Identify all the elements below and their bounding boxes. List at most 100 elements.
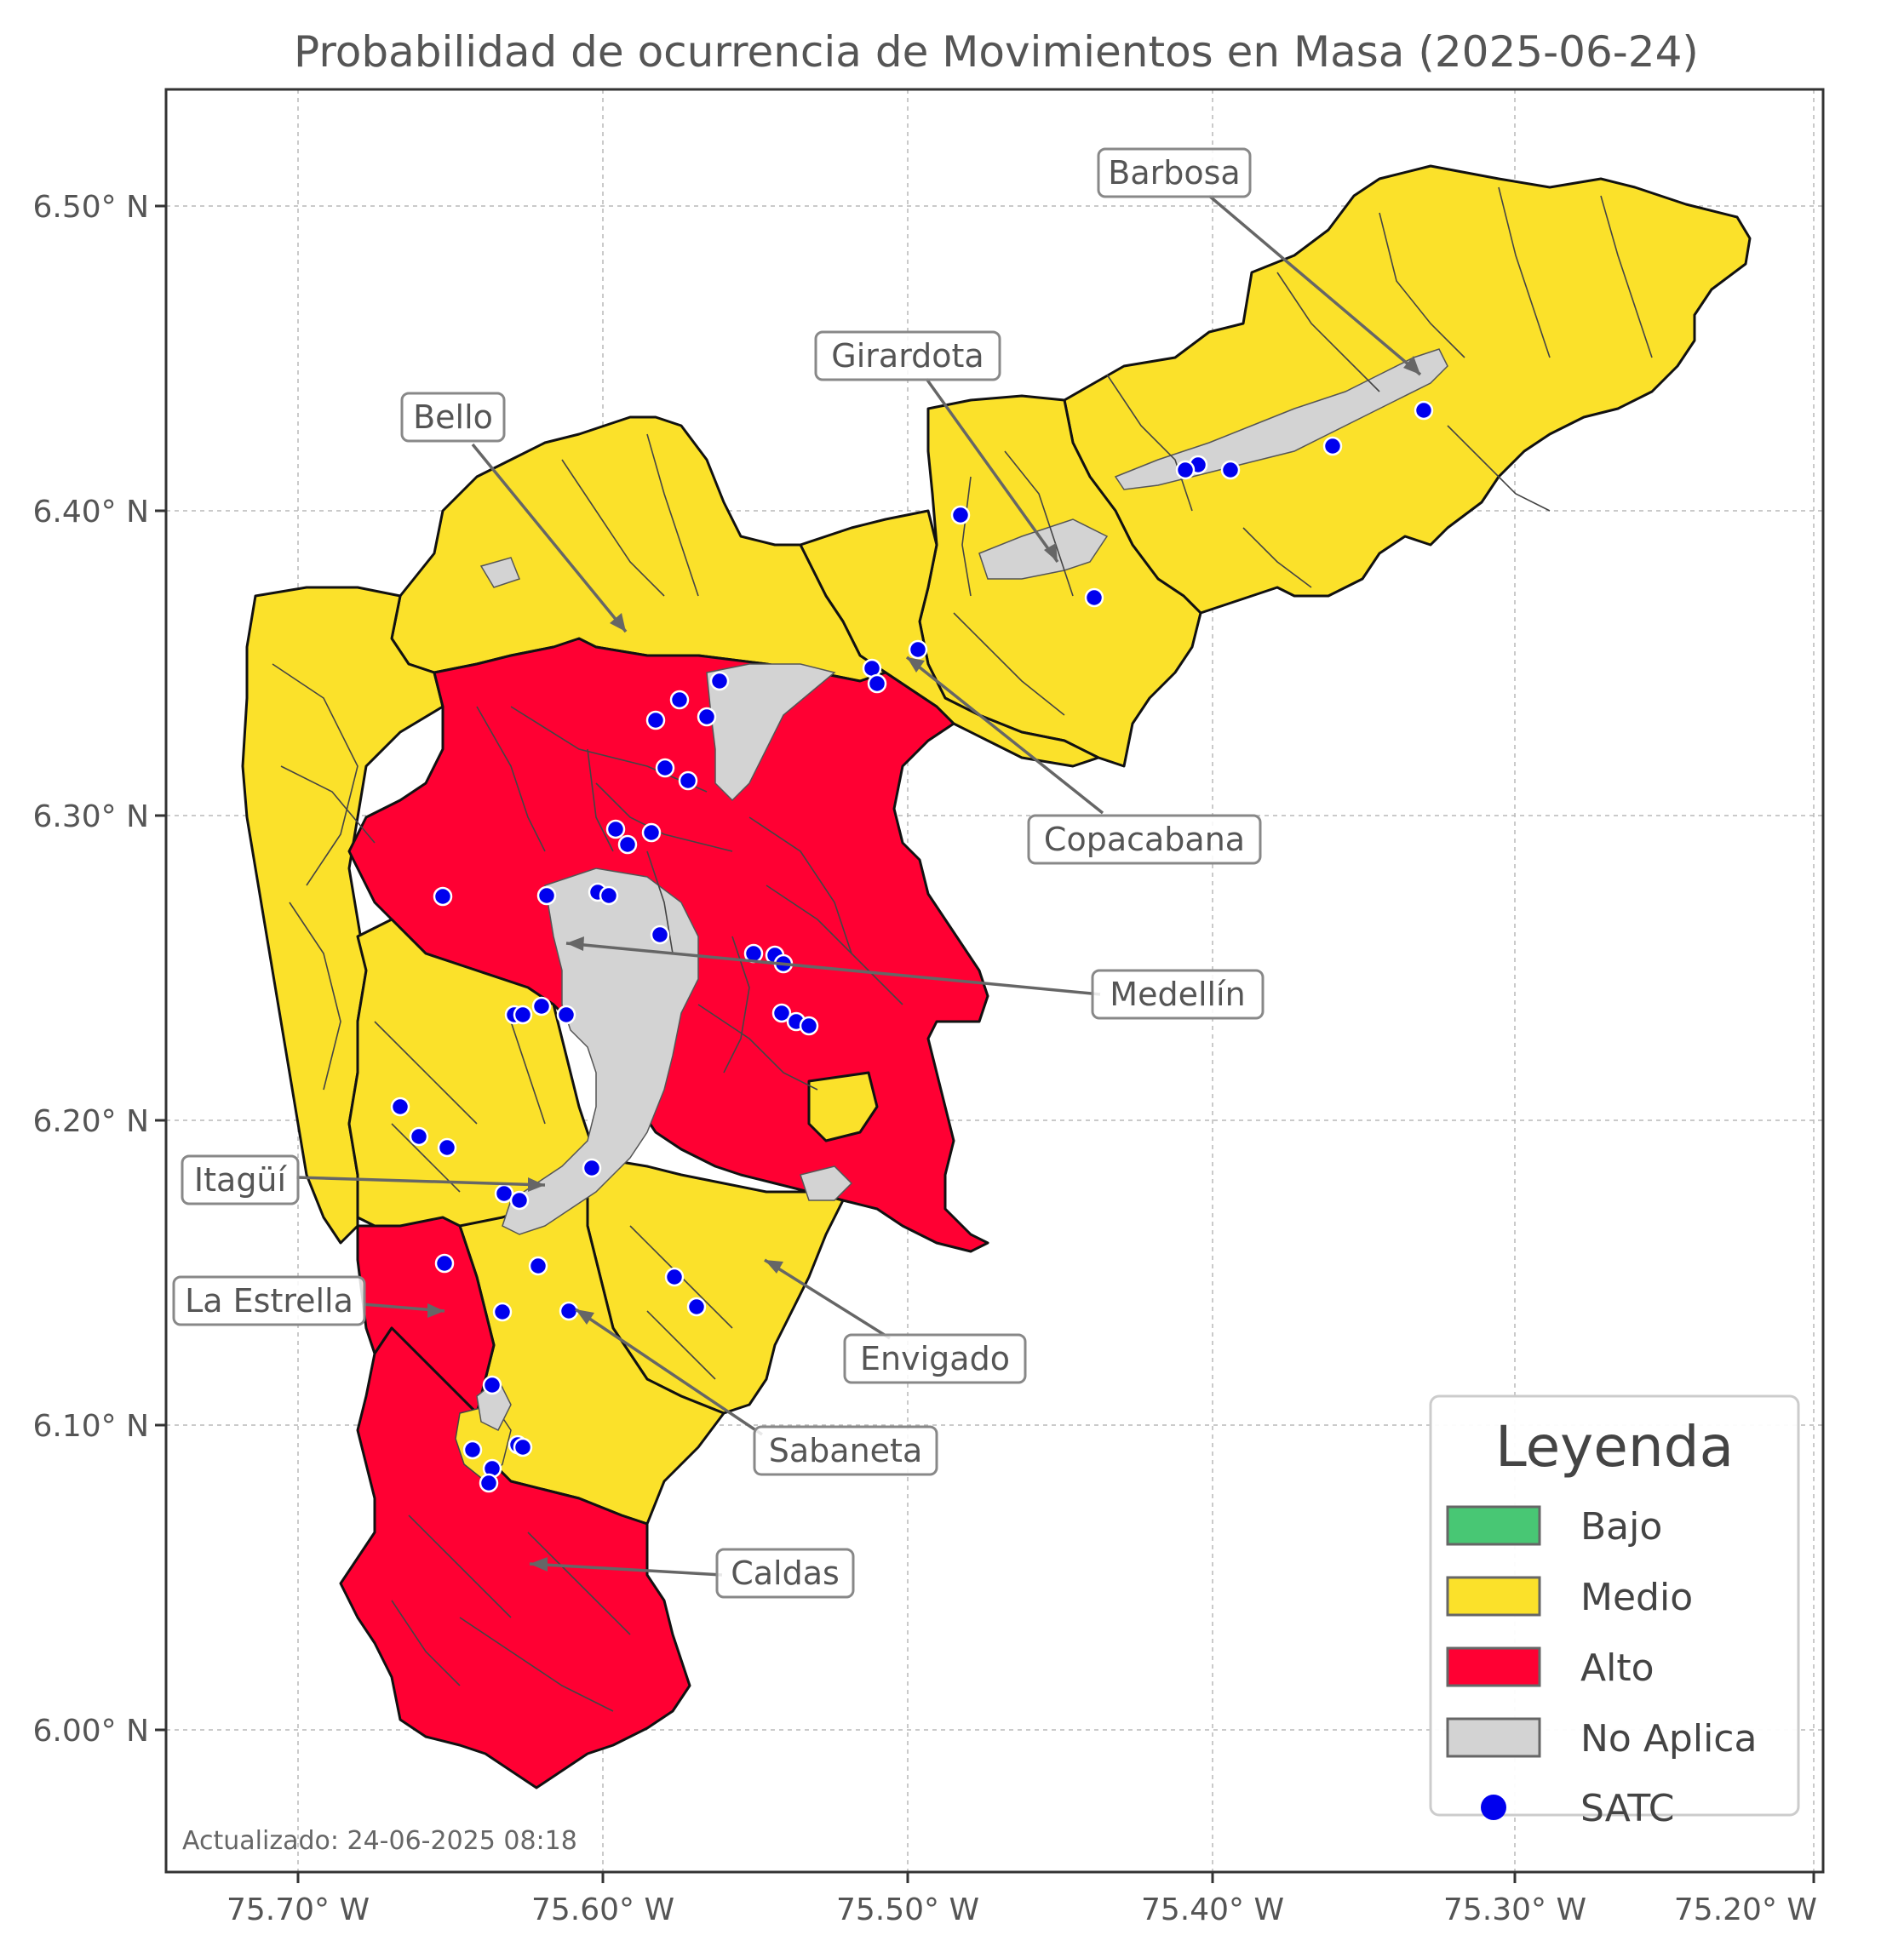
satc-station[interactable]	[492, 1302, 513, 1322]
satc-station[interactable]	[479, 1473, 499, 1493]
legend-swatch-alto	[1446, 1646, 1541, 1687]
satc-station[interactable]	[513, 1005, 533, 1025]
x-tick-label: 75.70° W	[227, 1892, 370, 1927]
satc-station[interactable]	[771, 1003, 792, 1023]
label-bello-text: Bello	[413, 398, 493, 436]
satc-station[interactable]	[390, 1096, 410, 1117]
satc-station[interactable]	[645, 710, 666, 730]
urban-west-patch	[479, 557, 520, 588]
satc-station[interactable]	[641, 822, 662, 843]
satc-station[interactable]	[799, 1016, 819, 1036]
legend-swatch-no-aplica	[1446, 1717, 1541, 1758]
satc-station[interactable]	[482, 1375, 502, 1395]
legend-swatch-bajo	[1446, 1505, 1541, 1546]
legend-label-bajo: Bajo	[1580, 1505, 1662, 1549]
y-tick-label: 6.00° N	[32, 1714, 149, 1749]
callout-arrowheads	[427, 356, 1420, 1572]
label-la-estrella-text: La Estrella	[185, 1282, 353, 1320]
satc-station[interactable]	[599, 885, 619, 906]
satc-station[interactable]	[1414, 400, 1434, 421]
satc-station[interactable]	[664, 1267, 685, 1287]
axes-frame	[164, 88, 1825, 1874]
satc-station[interactable]	[1084, 587, 1104, 608]
label-sabaneta: Sabaneta	[753, 1425, 938, 1476]
satc-station[interactable]	[509, 1190, 530, 1211]
tick-marks	[155, 204, 1815, 1883]
y-tick-label: 6.10° N	[32, 1409, 149, 1444]
subdivision-lines	[272, 186, 1653, 1712]
label-itagui-text: Itagüí	[194, 1161, 288, 1199]
updated-timestamp: Actualizado: 24-06-2025 08:18	[182, 1826, 577, 1856]
legend-item-satc: SATC	[1481, 1787, 1674, 1830]
y-tick-label: 6.30° N	[32, 799, 149, 834]
label-copacabana: Copacabana	[1027, 814, 1262, 865]
satc-station[interactable]	[908, 639, 928, 660]
satc-station[interactable]	[867, 673, 887, 694]
label-medellin-text: Medellín	[1110, 976, 1245, 1013]
satc-station[interactable]	[686, 1297, 707, 1317]
satc-station[interactable]	[582, 1158, 602, 1178]
legend-swatch-medio	[1446, 1576, 1541, 1617]
callout-labels: Barbosa Girardota Bello Copacabana Medel…	[172, 147, 1265, 1599]
y-tick-labels: 6.50° N 6.40° N 6.30° N 6.20° N 6.10° N …	[32, 190, 149, 1749]
satc-station[interactable]	[462, 1440, 483, 1460]
satc-station[interactable]	[531, 996, 552, 1016]
label-caldas-text: Caldas	[731, 1555, 840, 1592]
satc-station[interactable]	[1175, 460, 1196, 480]
legend-title: Leyenda	[1495, 1414, 1734, 1480]
satc-station[interactable]	[655, 758, 675, 778]
satc-station[interactable]	[528, 1256, 548, 1276]
y-tick-label: 6.20° N	[32, 1104, 149, 1139]
legend-item-bajo: Bajo	[1446, 1505, 1662, 1549]
urban-barbosa	[1114, 348, 1448, 490]
x-tick-labels: 75.70° W 75.60° W 75.50° W 75.40° W 75.3…	[227, 1892, 1817, 1927]
legend-label-medio: Medio	[1580, 1576, 1693, 1619]
satc-station[interactable]	[1220, 460, 1241, 480]
satc-station[interactable]	[556, 1005, 576, 1025]
satc-station[interactable]	[617, 834, 638, 855]
satc-station[interactable]	[605, 819, 626, 839]
y-tick-label: 6.50° N	[32, 190, 149, 225]
callout-arrows	[295, 194, 1422, 1577]
label-barbosa: Barbosa	[1097, 147, 1252, 198]
urban-girardota	[978, 518, 1109, 580]
x-tick-label: 75.60° W	[531, 1892, 674, 1927]
no-aplica-areas	[476, 348, 1448, 1432]
satc-station[interactable]	[669, 690, 690, 710]
satc-station[interactable]	[559, 1301, 579, 1321]
satc-station[interactable]	[650, 925, 670, 945]
label-girardota: Girardota	[814, 330, 1001, 381]
satc-station[interactable]	[513, 1437, 533, 1457]
satc-station[interactable]	[697, 707, 717, 727]
x-tick-label: 75.30° W	[1443, 1892, 1586, 1927]
satc-station[interactable]	[409, 1126, 429, 1147]
satc-station[interactable]	[950, 505, 971, 525]
label-copacabana-text: Copacabana	[1044, 821, 1245, 858]
x-tick-label: 75.50° W	[836, 1892, 979, 1927]
satc-station[interactable]	[434, 1253, 455, 1274]
label-bello: Bello	[400, 392, 506, 443]
label-la-estrella: La Estrella	[172, 1275, 366, 1326]
y-tick-label: 6.40° N	[32, 495, 149, 530]
label-itagui: Itagüí	[181, 1154, 300, 1205]
label-medellin: Medellín	[1091, 969, 1265, 1020]
legend-item-alto: Alto	[1446, 1646, 1655, 1690]
legend-item-no-aplica: No Aplica	[1446, 1717, 1757, 1761]
legend-item-medio: Medio	[1446, 1576, 1693, 1619]
label-girardota-text: Girardota	[831, 337, 984, 375]
satc-station[interactable]	[678, 770, 698, 791]
label-barbosa-text: Barbosa	[1108, 154, 1240, 192]
satc-station[interactable]	[433, 886, 453, 907]
x-tick-label: 75.20° W	[1674, 1892, 1817, 1927]
legend: Leyenda Bajo Medio Alto No Aplica SATC	[1429, 1394, 1800, 1830]
satc-station[interactable]	[1322, 436, 1343, 456]
satc-station[interactable]	[709, 671, 730, 691]
satc-stations	[390, 400, 1434, 1493]
label-sabaneta-text: Sabaneta	[769, 1432, 922, 1469]
label-envigado: Envigado	[843, 1333, 1027, 1384]
dot-icon	[1481, 1795, 1506, 1820]
municipality-east-patch	[807, 1071, 879, 1142]
satc-station[interactable]	[536, 885, 557, 906]
satc-station[interactable]	[437, 1137, 457, 1158]
